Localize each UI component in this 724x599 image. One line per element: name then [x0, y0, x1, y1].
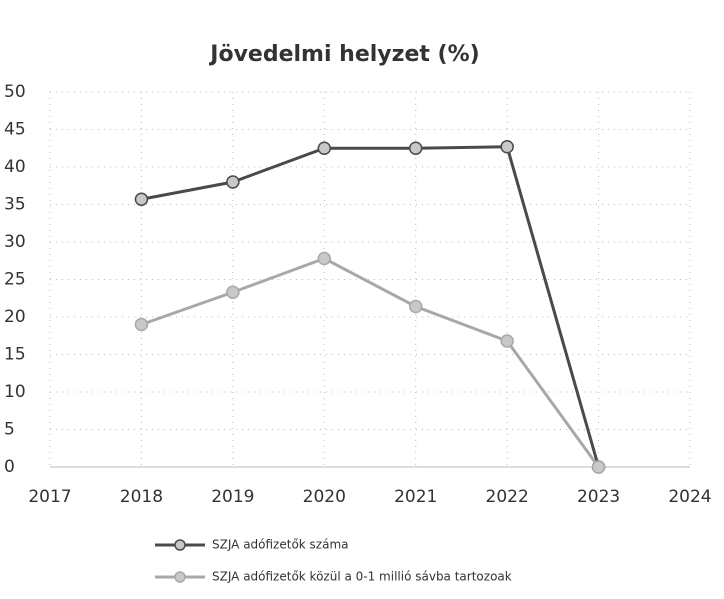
y-tick-label: 40 [4, 157, 26, 177]
chart-title: Jövedelmi helyzet (%) [208, 42, 479, 67]
x-tick-label: 2023 [577, 487, 620, 507]
y-tick-label: 5 [4, 420, 15, 440]
y-tick-label: 20 [4, 307, 26, 327]
point [408, 141, 423, 155]
point [134, 317, 149, 332]
y-tick-label: 30 [4, 232, 26, 252]
y-tick-label: 35 [4, 195, 26, 215]
x-tick-label: 2019 [211, 487, 254, 507]
x-tick-label: 2024 [668, 487, 711, 507]
legend-marker [174, 571, 186, 583]
legend-label: SZJA adófizetők közül a 0-1 millió sávba… [212, 570, 512, 584]
point [317, 141, 332, 155]
x-tick-label: 2020 [303, 487, 346, 507]
x-tick-label: 2018 [120, 487, 163, 507]
y-tick-label: 0 [4, 457, 15, 477]
y-tick-label: 50 [4, 82, 26, 102]
x-tick-label: 2017 [28, 487, 71, 507]
point [226, 175, 240, 189]
y-tick-label: 25 [4, 270, 26, 290]
point [317, 251, 332, 266]
point [500, 140, 514, 154]
y-tick-label: 45 [4, 120, 26, 140]
series-line [141, 145, 601, 468]
legend-label: SZJA adófizetők száma [212, 538, 349, 552]
y-tick-label: 10 [4, 382, 26, 402]
point [408, 299, 423, 314]
series-line [140, 256, 600, 468]
point [226, 285, 240, 299]
point [134, 192, 149, 206]
x-tick-label: 2022 [486, 487, 529, 507]
point [500, 334, 514, 348]
x-tick-label: 2021 [394, 487, 437, 507]
legend-marker [174, 539, 186, 551]
point [591, 460, 606, 474]
y-tick-label: 15 [4, 345, 26, 365]
